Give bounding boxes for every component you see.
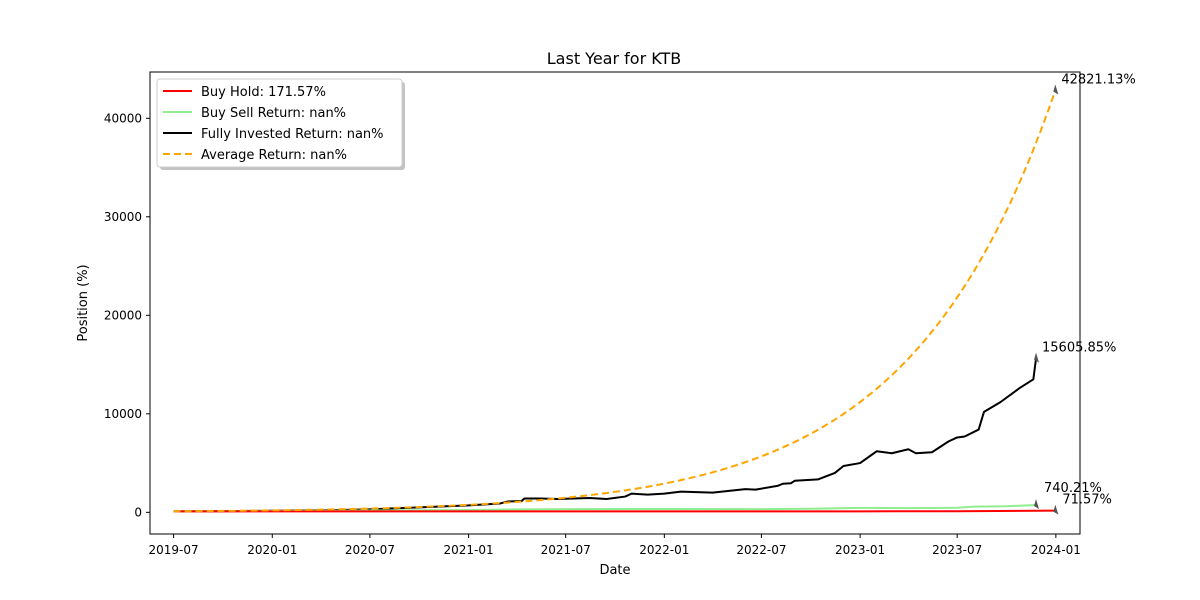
y-tick-label: 20000 — [104, 308, 142, 322]
end-labels: 71.57%740.21% 15605.85% 42821.13% — [1034, 73, 1136, 515]
end-marker-1 — [1034, 499, 1040, 510]
legend-box — [156, 78, 403, 168]
plot-content — [173, 90, 1057, 513]
x-tick-label: 2021-07 — [541, 543, 591, 557]
y-axis: 0 10000 20000 30000 40000 — [104, 111, 150, 519]
y-axis-label: Position (%) — [76, 264, 91, 341]
legend-entry-1: Buy Sell Return: nan% — [201, 106, 346, 121]
legend-entry-2: Fully Invested Return: nan% — [201, 127, 384, 142]
y-tick-label: 0 — [134, 505, 142, 519]
end-label-0: 71.57% — [1062, 493, 1112, 508]
series-line-1 — [173, 504, 1037, 513]
end-marker-3 — [1053, 84, 1059, 95]
x-axis: 2019-07 2020-01 2020-07 2021-01 2021-07 2022-… — [149, 534, 1081, 557]
y-tick-label: 40000 — [104, 111, 142, 125]
x-tick-label: 2020-07 — [345, 543, 395, 557]
x-tick-label: 2021-01 — [444, 543, 494, 557]
end-label-1: 740.21% — [1044, 481, 1102, 496]
chart-title: Last Year for KTB — [547, 49, 681, 68]
end-marker-0 — [1053, 504, 1059, 515]
x-tick-label: 2023-01 — [835, 543, 885, 557]
y-tick-label: 30000 — [104, 210, 142, 224]
legend: Buy Hold: 171.57% Buy Sell Return: nan% Fu… — [156, 78, 405, 170]
plot-frame — [149, 71, 1081, 535]
series-line-0 — [173, 509, 1056, 513]
series-line-3 — [173, 90, 1057, 513]
end-marker-2 — [1034, 352, 1040, 363]
y-tick-label: 10000 — [104, 407, 142, 421]
legend-entry-0: Buy Hold: 171.57% — [201, 85, 326, 100]
x-tick-label: 2020-01 — [247, 543, 297, 557]
x-axis-label: Date — [599, 563, 630, 578]
x-tick-label: 2023-07 — [932, 543, 982, 557]
x-tick-label: 2022-01 — [639, 543, 689, 557]
series-line-2 — [173, 358, 1038, 513]
x-tick-label: 2022-07 — [736, 543, 786, 557]
x-tick-label: 2019-07 — [149, 543, 199, 557]
legend-entry-3: Average Return: nan% — [201, 148, 347, 163]
end-label-2: 15605.85% — [1042, 341, 1116, 356]
end-label-3: 42821.13% — [1061, 73, 1135, 88]
x-tick-label: 2024-01 — [1031, 543, 1081, 557]
